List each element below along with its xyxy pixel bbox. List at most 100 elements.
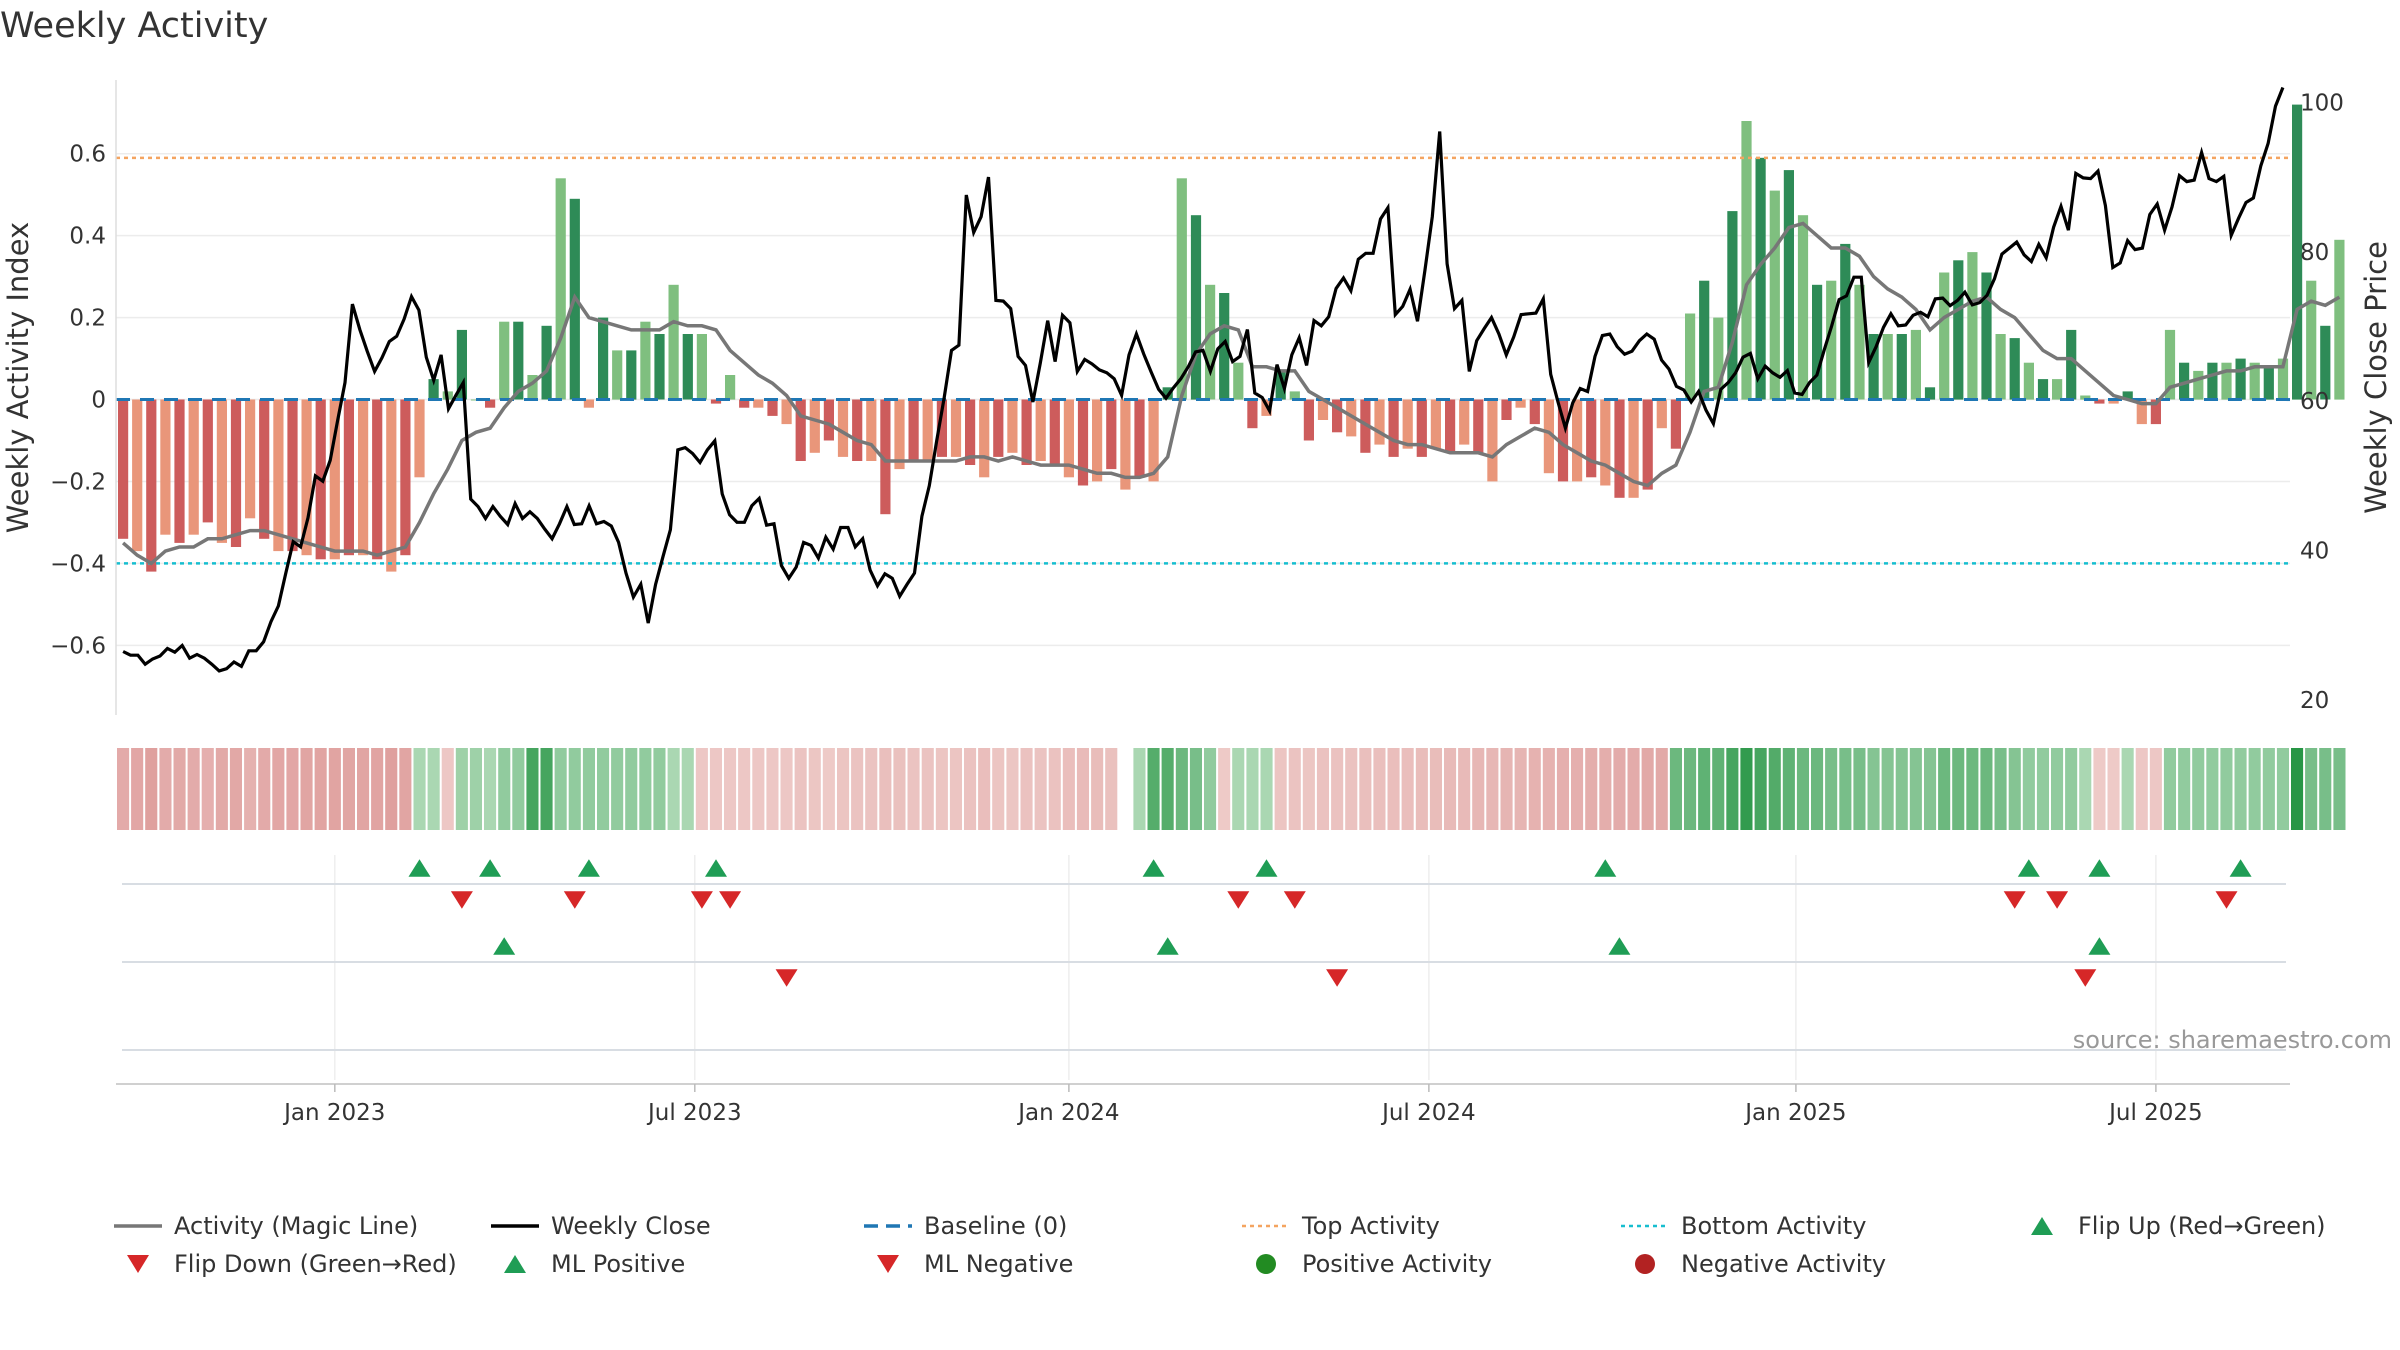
heat-strip-cell	[215, 748, 228, 830]
activity-bar	[118, 399, 129, 539]
heat-strip-cell	[2276, 748, 2289, 830]
heat-strip-cell	[1571, 748, 1584, 830]
weekly-close-line	[122, 86, 2285, 673]
activity-bar	[2037, 379, 2049, 400]
heat-strip-cell	[314, 748, 327, 830]
heat-strip-cell	[1966, 748, 1979, 830]
heat-strip-cell	[117, 748, 130, 830]
legend-label: Baseline (0)	[924, 1212, 1067, 1240]
heat-strip-cell	[992, 748, 1005, 830]
activity-bar	[1953, 260, 1964, 400]
heat-strip-cell	[187, 748, 200, 830]
heat-strip-cell	[371, 748, 384, 830]
heat-strip-cell	[1528, 748, 1541, 830]
activity-bar	[2193, 370, 2204, 400]
heat-strip-cell	[1359, 748, 1372, 830]
heat-strip-cell	[794, 748, 807, 830]
activity-bar	[499, 321, 510, 400]
heat-strip-cell	[1062, 748, 1075, 830]
heat-strip-cell	[1458, 748, 1471, 830]
heat-strip-cell	[1246, 748, 1259, 830]
activity-bar	[1134, 399, 1145, 478]
activity-bar	[1939, 272, 1950, 400]
heat-strip-cell	[1260, 748, 1273, 830]
heat-strip-cell	[2262, 748, 2275, 830]
heat-strip-cell	[413, 748, 426, 830]
activity-bar	[2306, 280, 2317, 400]
activity-bar	[725, 375, 736, 400]
activity-bar	[2023, 362, 2034, 400]
heat-strip-cell	[1345, 748, 1358, 830]
heat-strip-cell	[244, 748, 257, 830]
activity-bar	[343, 399, 354, 556]
y-tick-right: 100	[2300, 90, 2344, 116]
activity-bar	[146, 399, 157, 572]
activity-bar	[1092, 399, 1103, 482]
legend-label: Positive Activity	[1302, 1250, 1492, 1278]
activity-bar	[400, 399, 411, 556]
legend-label: ML Negative	[924, 1250, 1073, 1278]
activity-bar	[753, 399, 764, 408]
heat-strip-cell	[1472, 748, 1485, 830]
heat-strip-cell	[1133, 748, 1146, 830]
activity-bar	[541, 325, 552, 400]
heat-strip-cell	[1514, 748, 1527, 830]
heat-strip-cell	[907, 748, 920, 830]
activity-bar	[823, 399, 834, 441]
y-axis-label-left: Weekly Activity Index	[1, 222, 35, 533]
legend-label: Weekly Close	[551, 1212, 711, 1240]
activity-bar	[555, 178, 566, 400]
activity-bar	[1332, 399, 1343, 433]
activity-bar	[1445, 399, 1456, 453]
activity-bar	[1289, 391, 1300, 400]
heat-strip-cell	[2079, 748, 2092, 830]
activity-bar	[908, 399, 919, 461]
activity-bar	[1741, 121, 1752, 400]
heat-strip-cell	[1288, 748, 1301, 830]
activity-bar	[626, 350, 637, 400]
activity-bar	[739, 399, 750, 408]
activity-bar	[1910, 329, 1921, 400]
activity-bar	[1656, 399, 1667, 429]
ml-negative-marker	[1326, 969, 1349, 987]
activity-bar	[428, 379, 439, 400]
heat-strip-cell	[667, 748, 680, 830]
heat-strip-cell	[1853, 748, 1866, 830]
legend-swatch	[1256, 1254, 1276, 1274]
activity-bar	[1515, 399, 1526, 408]
heat-strip-cell	[2051, 748, 2064, 830]
activity-bar	[1995, 334, 2006, 400]
heat-strip-cell	[695, 748, 708, 830]
heat-strip-cell	[2135, 748, 2148, 830]
activity-bar	[202, 399, 213, 523]
heat-strip-cell	[1274, 748, 1287, 830]
heat-strip-cell	[1796, 748, 1809, 830]
ml-negative-marker	[775, 969, 798, 987]
flip-up-marker	[1142, 859, 1165, 877]
activity-bar	[2108, 399, 2119, 404]
activity-bar	[1430, 399, 1441, 449]
activity-bar	[1275, 370, 1286, 400]
heat-strip-cell	[1556, 748, 1569, 830]
y-tick-right: 40	[2300, 539, 2329, 565]
x-tick-label: Jul 2024	[1380, 1100, 1476, 1126]
activity-bar	[852, 399, 863, 461]
heat-strip-cell	[2291, 748, 2304, 830]
heat-strip-cell	[2121, 748, 2134, 830]
activity-bar	[1670, 399, 1681, 449]
heat-strip-cell	[1825, 748, 1838, 830]
heat-strip-cell	[1542, 748, 1555, 830]
heat-strip-cell	[949, 748, 962, 830]
activity-bar	[922, 399, 933, 461]
y-tick-left: 0.6	[69, 142, 106, 168]
activity-bar	[993, 399, 1004, 457]
heat-strip-cell	[1331, 748, 1344, 830]
heat-strip-cell	[582, 748, 595, 830]
heat-strip-cell	[1204, 748, 1217, 830]
flip-markers	[116, 859, 2290, 1085]
activity-bar	[1106, 399, 1117, 470]
activity-bar	[301, 399, 312, 556]
heat-strip-cell	[2022, 748, 2035, 830]
activity-bar	[2277, 358, 2289, 400]
